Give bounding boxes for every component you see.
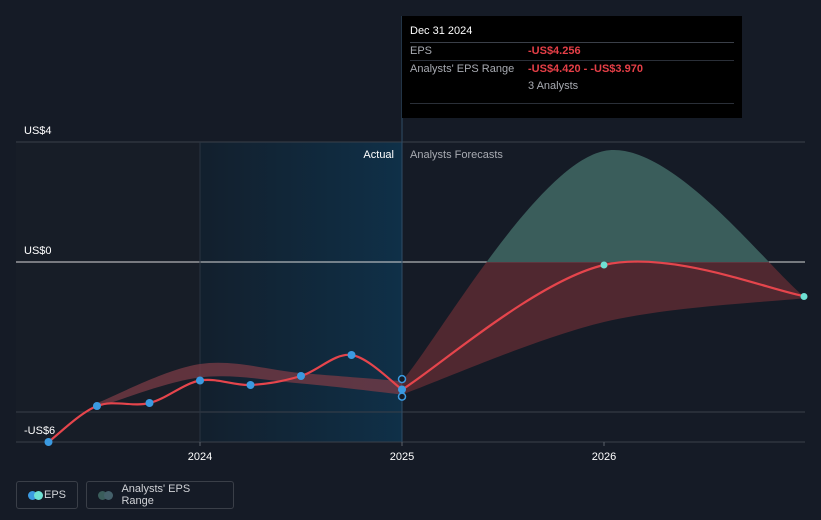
past-region [16, 142, 200, 442]
actual-region [200, 142, 402, 442]
tooltip-analysts-row: 3 Analysts [410, 78, 734, 95]
eps-actual-point [145, 399, 154, 407]
tooltip-eps-value: -US$4.256 [528, 45, 581, 57]
eps-actual-point [246, 381, 255, 389]
tooltip-eps-label: EPS [410, 45, 433, 57]
tooltip-range-value: -US$4.420 - -US$3.970 [528, 63, 643, 75]
y-tick-label: US$0 [24, 245, 52, 257]
range-high-marker [397, 374, 407, 384]
eps-actual-point [44, 438, 53, 446]
eps-forecast-point [600, 261, 608, 269]
x-tick-label: 2025 [390, 451, 414, 463]
eps-legend-icon [28, 490, 43, 500]
y-tick-label: -US$6 [24, 425, 55, 437]
tooltip-eps-row: EPS -US$4.256 [410, 42, 734, 60]
tooltip-divider [410, 103, 734, 105]
eps-actual-point [398, 385, 406, 394]
tooltip-analysts: 3 Analysts [528, 80, 579, 92]
tooltip: Dec 31 2024 EPS -US$4.256 Analysts' EPS … [402, 16, 742, 118]
legend-eps-button[interactable]: EPS [16, 481, 78, 509]
legend-eps-label: EPS [43, 489, 66, 501]
forecast-range-band-lower [402, 262, 806, 395]
tooltip-range-label: Analysts' EPS Range [410, 63, 515, 75]
x-tick-label: 2026 [592, 451, 616, 463]
eps-actual-line [47, 353, 403, 443]
eps-actual-point [196, 376, 204, 385]
past-range-band [96, 362, 402, 408]
tooltip-date: Dec 31 2024 [410, 25, 473, 37]
range-low-marker [397, 392, 407, 401]
forecast-label: Analysts Forecasts [410, 149, 503, 161]
eps-actual-point [92, 402, 101, 410]
eps-actual-point [297, 372, 305, 380]
eps-actual-point [347, 351, 356, 359]
y-tick-label: US$4 [24, 125, 52, 137]
x-tick-label: 2024 [188, 451, 212, 463]
actual-label: Actual [363, 149, 394, 161]
forecast-range-band-upper [486, 150, 769, 262]
range-legend-icon [98, 490, 113, 500]
legend-range-label: Analysts' EPS Range [121, 483, 191, 507]
tooltip-range-row: Analysts' EPS Range -US$4.420 - -US$3.97… [410, 60, 734, 78]
legend-range-button[interactable]: Analysts' EPS Range [86, 481, 234, 509]
eps-forecast-point [800, 293, 808, 300]
